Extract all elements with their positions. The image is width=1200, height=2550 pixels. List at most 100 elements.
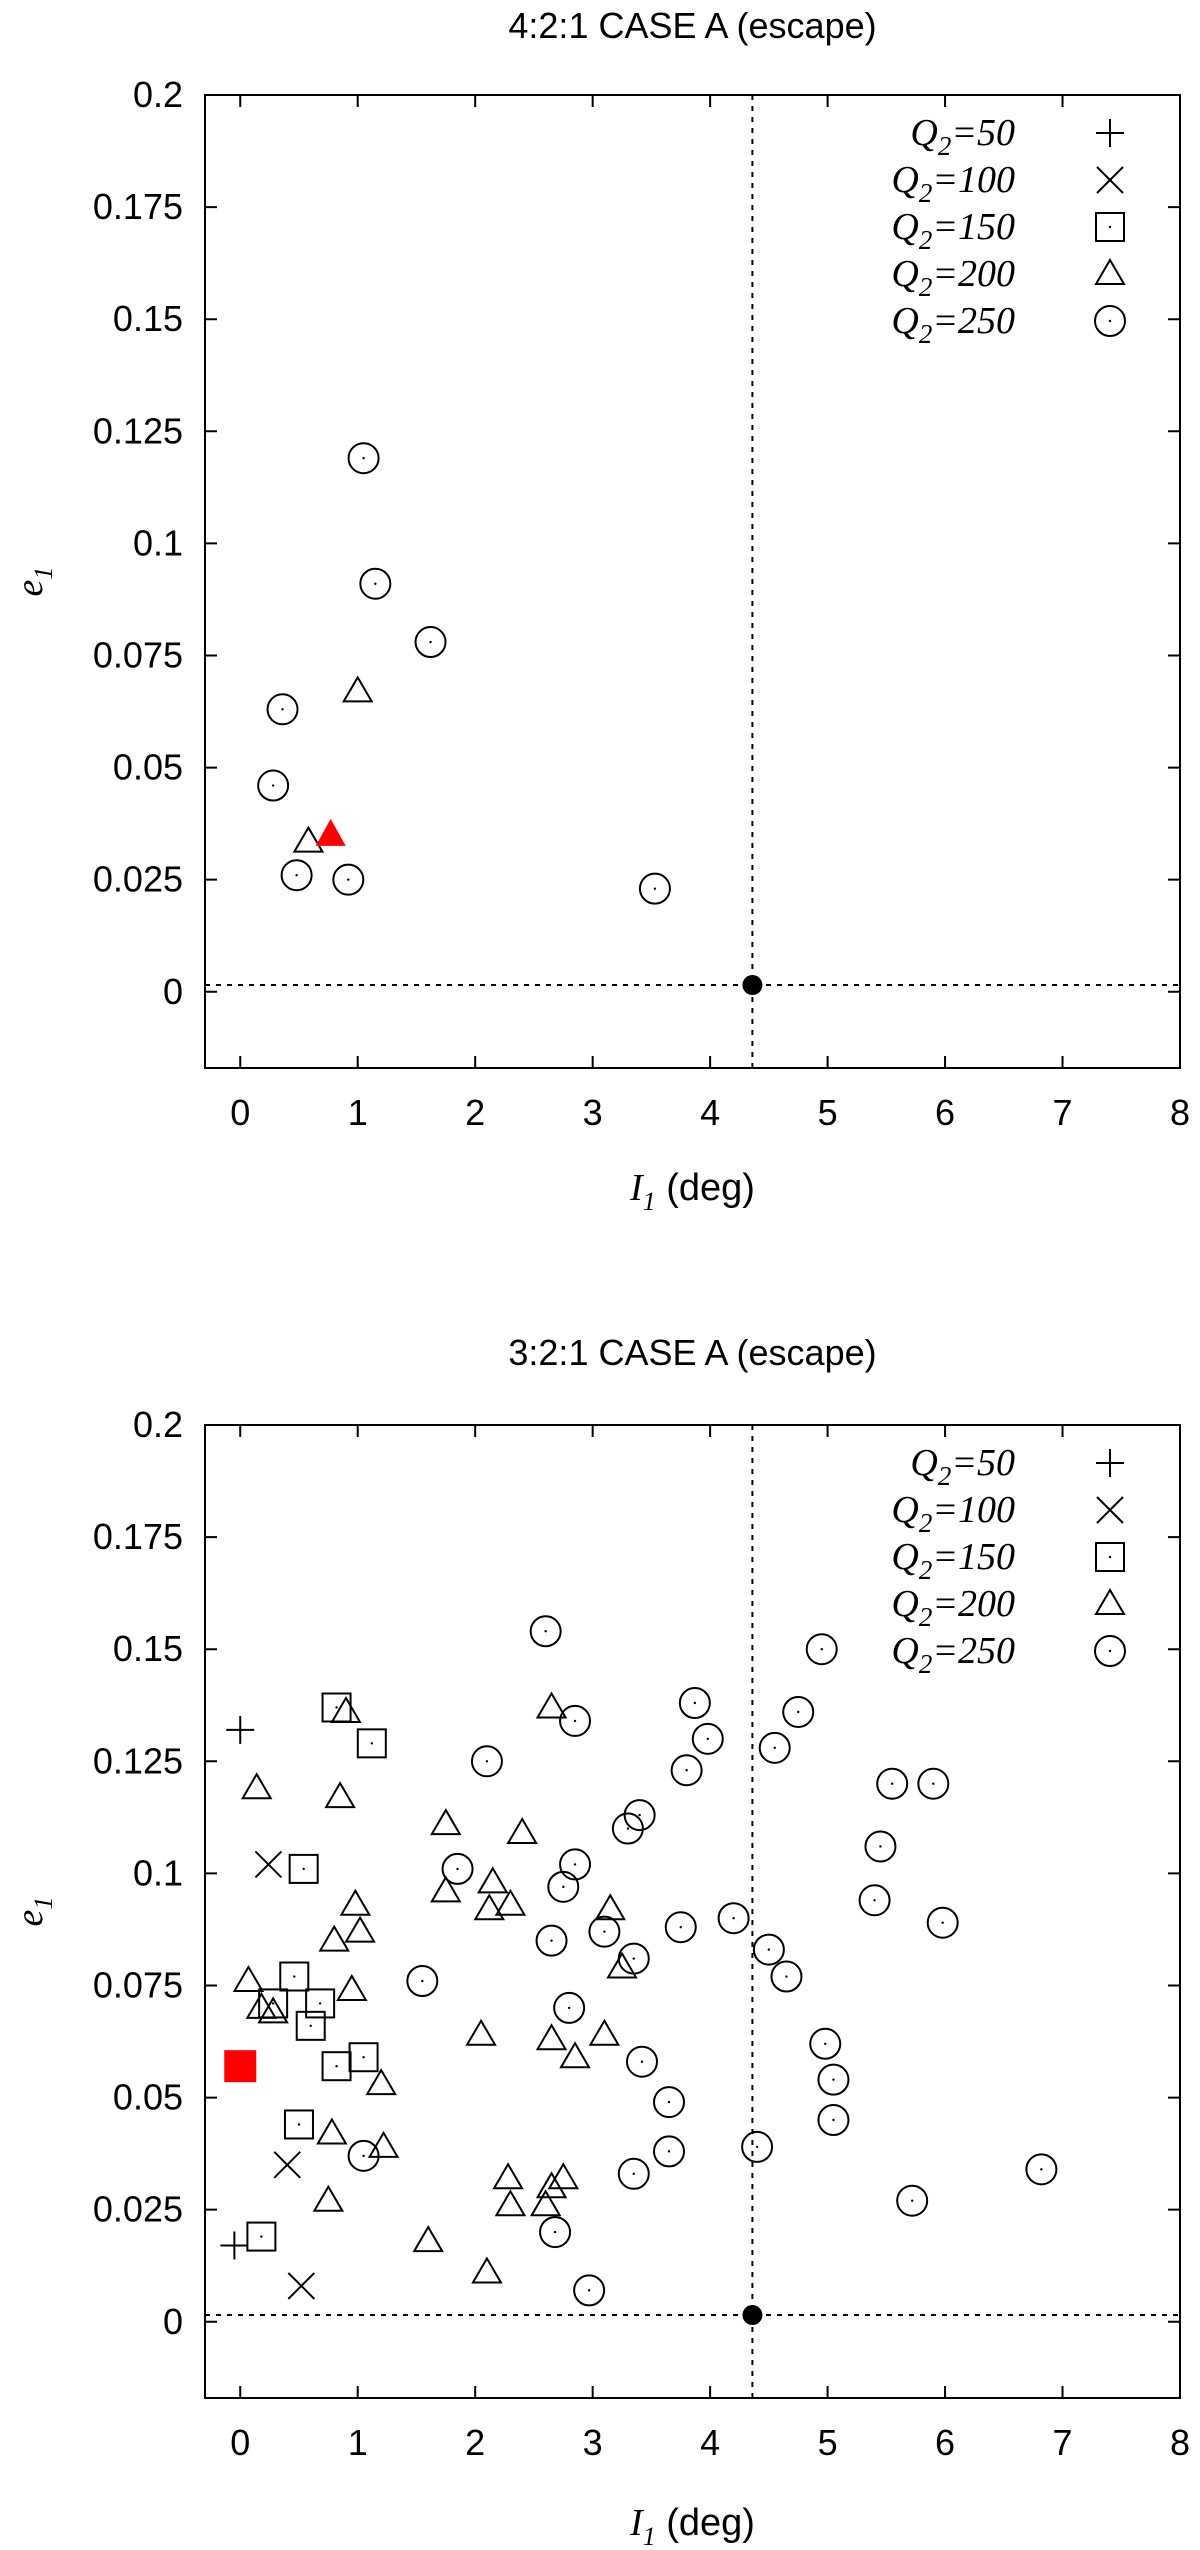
- legend-label-sub: 2: [919, 1602, 933, 1632]
- data-point-triangle: [473, 1893, 506, 1921]
- x-tick-label: 0: [230, 1092, 250, 1133]
- data-point-circle: [559, 1704, 592, 1737]
- data-point-triangle: [324, 1781, 356, 1809]
- data-point-triangle: [430, 1875, 462, 1903]
- data-point-triangle: [535, 1691, 568, 1719]
- data-point-circle: [623, 1799, 656, 1832]
- data-point-circle: [864, 1830, 897, 1863]
- legend-marker-triangle: [1094, 1588, 1126, 1615]
- data-point-triangle: [336, 1973, 368, 2001]
- data-point-circle: [332, 863, 365, 896]
- data-point-circle: [547, 1870, 580, 1903]
- legend-marker-square: [1095, 212, 1125, 242]
- y-axis-label: e1: [9, 1897, 58, 1927]
- y-tick-label: 0.025: [93, 859, 183, 900]
- data-point-circle: [653, 2086, 686, 2119]
- y-tick-label: 0.175: [93, 1516, 183, 1557]
- x-tick-label: 7: [1053, 2422, 1073, 2463]
- legend-marker-triangle: [1094, 258, 1126, 285]
- legend-label-sub: 2: [919, 272, 933, 302]
- y-tick-label: 0.2: [133, 74, 183, 115]
- legend-label-rest: =200: [932, 253, 1015, 295]
- data-point-circle: [858, 1884, 891, 1917]
- legend-label: Q2=150: [891, 206, 1015, 255]
- data-point-square: [295, 2010, 326, 2041]
- x-tick-label: 5: [818, 1092, 838, 1133]
- data-point-square: [305, 1988, 336, 2019]
- data-point-triangle: [240, 1772, 273, 1800]
- legend-label-rest: =250: [932, 300, 1015, 342]
- x-tick-label: 5: [818, 2422, 838, 2463]
- data-point-circle: [559, 1848, 592, 1881]
- data-point-triangle: [594, 1893, 627, 1921]
- data-point-circle: [691, 1722, 724, 1755]
- x-tick-label: 4: [700, 2422, 720, 2463]
- data-point-circle: [741, 2130, 774, 2163]
- data-point-triangle: [606, 1951, 638, 1979]
- data-point-circle: [617, 2157, 650, 2190]
- data-point-triangle: [529, 2189, 562, 2217]
- data-point-circle: [625, 2045, 658, 2078]
- legend-label-rest: =100: [932, 1489, 1015, 1531]
- legend-label-main: Q: [891, 1583, 918, 1625]
- data-point-square: [348, 2042, 379, 2073]
- legend-marker-cross: [1096, 1496, 1124, 1524]
- legend-label-rest: =50: [951, 1442, 1015, 1484]
- legend-label-sub: 2: [938, 1461, 952, 1491]
- data-point-square: [356, 1728, 387, 1759]
- legend-marker-circle: [1094, 1635, 1126, 1667]
- data-point-square: [246, 2221, 277, 2252]
- data-point-circle: [752, 1933, 785, 1966]
- x-tick-label: 0: [230, 2422, 250, 2463]
- y-tick-label: 0.125: [93, 1740, 183, 1781]
- y-tick-label: 0.075: [93, 634, 183, 675]
- data-point-circle: [896, 2184, 929, 2217]
- legend-label: Q2=50: [910, 112, 1015, 161]
- legend-label-rest: =200: [932, 1583, 1015, 1625]
- data-point-cross: [273, 2151, 301, 2179]
- data-point-circle: [406, 1965, 439, 1997]
- data-point-cross: [254, 1850, 283, 1879]
- legend-label-main: Q: [910, 112, 937, 154]
- x-axis-label: I1 (deg): [629, 2502, 755, 2550]
- data-point-circle: [717, 1902, 750, 1935]
- y-tick-label: 0.05: [113, 2077, 183, 2118]
- highlight-triangle: [315, 818, 346, 846]
- data-point-triangle: [341, 675, 374, 703]
- data-point-triangle: [588, 2018, 621, 2046]
- legend-label-sub: 2: [919, 225, 933, 255]
- legend-label: Q2=50: [910, 1442, 1015, 1491]
- data-point-plus: [226, 1715, 255, 1744]
- chart-title: 4:2:1 CASE A (escape): [508, 5, 876, 46]
- data-point-circle: [266, 693, 299, 726]
- data-point-triangle: [506, 1817, 538, 1845]
- legend-label-rest: =150: [932, 1536, 1015, 1578]
- data-point-circle: [638, 872, 671, 905]
- data-point-triangle: [412, 2225, 444, 2253]
- x-axis-label-sub: 1: [643, 1187, 656, 1216]
- legend-label: Q2=250: [891, 1630, 1015, 1679]
- legend-label: Q2=200: [891, 253, 1015, 302]
- legend-label-rest: =50: [951, 112, 1015, 154]
- data-point-circle: [347, 2139, 380, 2172]
- legend-label-rest: =250: [932, 1630, 1015, 1672]
- x-axis-label-sub: 1: [643, 2522, 656, 2550]
- legend-label-sub: 2: [919, 319, 933, 349]
- data-point-circle: [553, 1991, 586, 2024]
- data-point-circle: [470, 1745, 503, 1778]
- data-point-circle: [817, 2063, 850, 2096]
- y-tick-label: 0.15: [113, 1628, 183, 1669]
- legend-label-main: Q: [891, 1489, 918, 1531]
- data-point-cross: [287, 2272, 316, 2300]
- y-axis-label-sub: 1: [29, 1897, 58, 1910]
- data-point-circle: [782, 1695, 815, 1728]
- data-point-triangle: [365, 2068, 397, 2096]
- data-point-circle: [529, 1615, 562, 1648]
- data-point-plus: [220, 2231, 249, 2260]
- legend-label-rest: =100: [932, 159, 1015, 201]
- legend-label: Q2=150: [891, 1536, 1015, 1585]
- data-point-circle: [617, 1942, 650, 1975]
- data-point-triangle: [465, 2018, 497, 2046]
